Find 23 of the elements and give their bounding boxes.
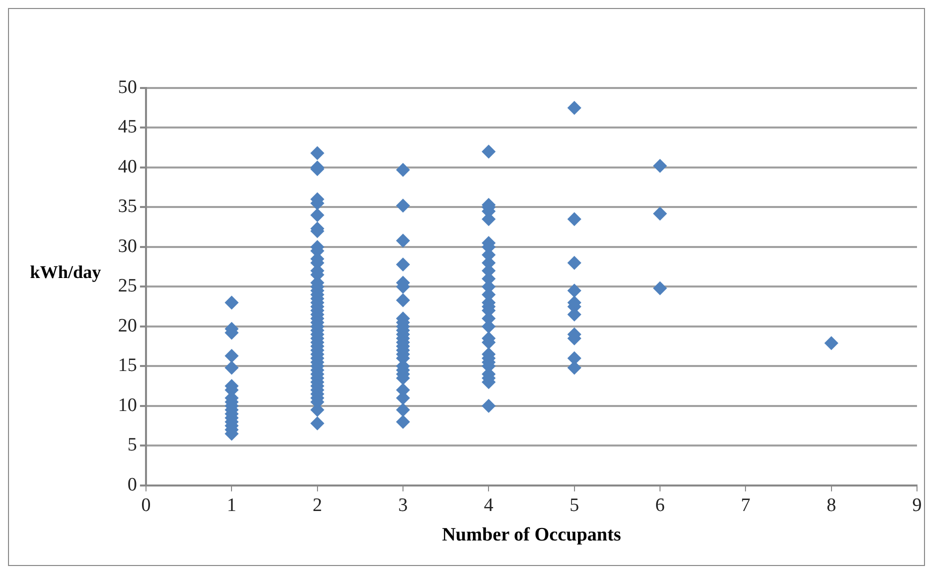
y-tick-label: 5 (128, 434, 137, 456)
y-tick-label: 0 (128, 474, 137, 496)
x-tick-label: 4 (484, 494, 494, 516)
x-tick-label: 7 (740, 494, 750, 516)
x-tick-label: 2 (312, 494, 322, 516)
x-axis-title: Number of Occupants (442, 524, 622, 546)
y-tick-label: 35 (118, 196, 137, 218)
y-tick-label: 40 (118, 156, 137, 178)
y-tick-label: 10 (118, 394, 137, 416)
x-tick-label: 8 (826, 494, 836, 516)
x-tick-label: 0 (141, 494, 151, 516)
y-tick-label: 15 (118, 355, 137, 376)
y-tick-label: 20 (118, 315, 137, 336)
y-tick-label: 50 (118, 76, 137, 98)
x-tick-label: 6 (655, 494, 665, 516)
y-tick-label: 45 (118, 116, 137, 138)
x-tick-label: 1 (226, 494, 236, 516)
x-tick-label: 5 (570, 494, 580, 516)
y-axis-title: kWh/day (30, 262, 102, 283)
x-tick-label: 3 (398, 494, 408, 516)
y-tick-label: 30 (118, 236, 137, 257)
x-tick-label: 9 (912, 494, 922, 516)
y-tick-label: 25 (118, 276, 137, 297)
